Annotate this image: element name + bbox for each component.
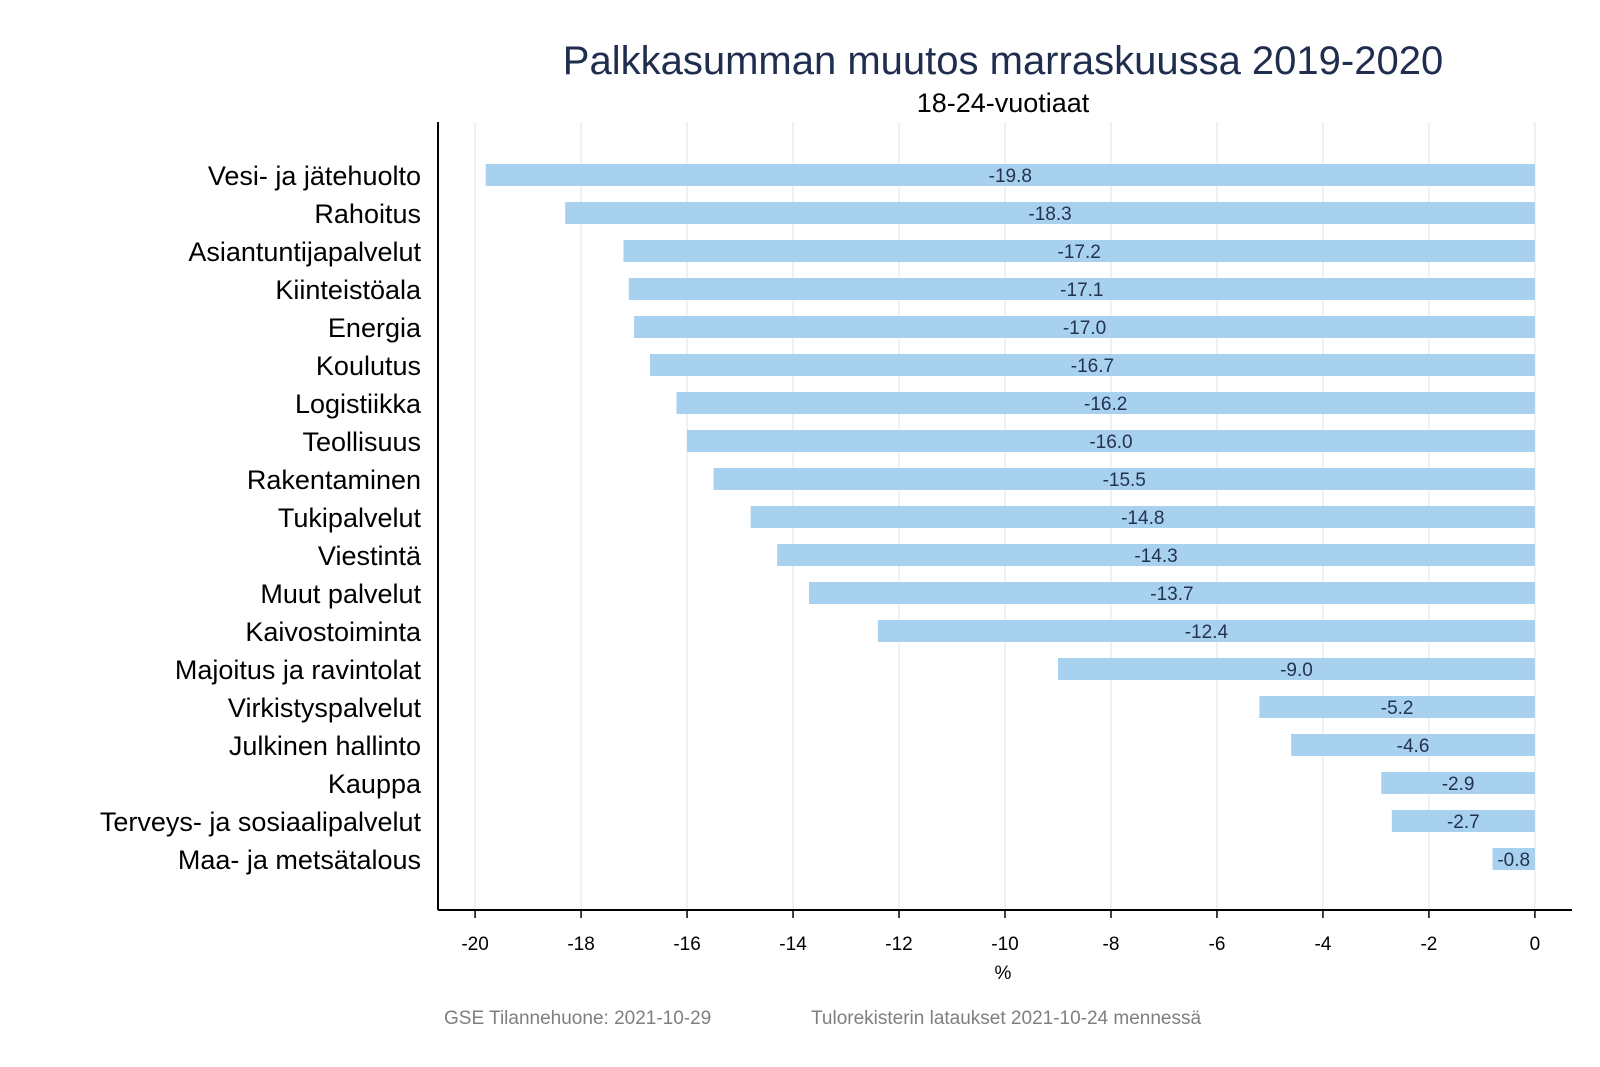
data-label: -2.9 <box>1442 774 1475 795</box>
category-labels: Vesi- ja jätehuolto Rahoitus Asiantuntijap… <box>100 161 422 875</box>
category-label: Kaivostoiminta <box>245 617 422 647</box>
data-label: -0.8 <box>1497 850 1530 871</box>
x-tick-labels: -20 -18 -16 -14 -12 -10 -8 -6 -4 -2 0 <box>461 910 1540 955</box>
data-label: -17.0 <box>1063 318 1106 339</box>
data-label: -15.5 <box>1103 470 1146 491</box>
data-label: -5.2 <box>1381 698 1414 719</box>
x-tick-label: 0 <box>1530 934 1541 955</box>
x-tick-label: -14 <box>779 934 807 955</box>
bar <box>777 544 1535 566</box>
value-labels: -19.8 -18.3 -17.2 -17.1 -17.0 -16.7 -16.2 -16.0… <box>989 166 1530 871</box>
data-label: -18.3 <box>1028 204 1071 225</box>
x-tick-label: -12 <box>885 934 912 955</box>
category-label: Viestintä <box>318 541 422 571</box>
bar <box>1057 658 1535 680</box>
category-label: Majoitus ja ravintolat <box>175 655 422 685</box>
bar <box>634 316 1535 338</box>
x-tick-label: -2 <box>1420 934 1437 955</box>
bar <box>1381 772 1535 794</box>
bar <box>623 240 1535 262</box>
data-label: -19.8 <box>989 166 1032 187</box>
footer-note: Tulorekisterin lataukset 2021-10-24 menn… <box>811 1008 1201 1029</box>
data-label: -12.4 <box>1185 622 1229 643</box>
category-label: Julkinen hallinto <box>229 731 421 761</box>
bar <box>808 582 1535 604</box>
bar <box>628 278 1535 300</box>
data-label: -14.8 <box>1121 508 1164 529</box>
category-label: Rahoitus <box>314 199 421 229</box>
category-label: Tukipalvelut <box>278 503 422 533</box>
x-tick-label: -6 <box>1209 934 1226 955</box>
chart-subtitle: 18-24-vuotiaat <box>917 88 1090 118</box>
data-label: -2.7 <box>1447 812 1480 833</box>
x-tick-label: -18 <box>567 934 594 955</box>
chart-title: Palkkasumman muutos marraskuussa 2019-20… <box>563 39 1443 83</box>
data-label: -13.7 <box>1150 584 1193 605</box>
bar <box>676 392 1535 414</box>
category-label: Vesi- ja jätehuolto <box>208 161 421 191</box>
x-tick-label: -16 <box>673 934 700 955</box>
category-label: Koulutus <box>316 351 421 381</box>
data-label: -16.2 <box>1084 394 1127 415</box>
data-label: -16.0 <box>1089 432 1132 453</box>
category-label: Asiantuntijapalvelut <box>188 237 421 267</box>
x-tick-label: -4 <box>1314 934 1331 955</box>
bar <box>1492 848 1535 870</box>
bar <box>687 430 1535 452</box>
footer-source: GSE Tilannehuone: 2021-10-29 <box>444 1008 711 1029</box>
x-tick-label: -10 <box>991 934 1018 955</box>
category-label: Teollisuus <box>302 427 421 457</box>
category-label: Kauppa <box>328 769 422 799</box>
data-label: -17.2 <box>1058 242 1101 263</box>
bar <box>713 468 1535 490</box>
bar <box>1259 696 1535 718</box>
data-label: -16.7 <box>1071 356 1114 377</box>
bar <box>750 506 1535 528</box>
bar <box>649 354 1535 376</box>
bar <box>1291 734 1535 756</box>
x-tick-label: -8 <box>1103 934 1120 955</box>
data-label: -9.0 <box>1280 660 1313 681</box>
category-label: Kiinteistöala <box>275 275 422 305</box>
bar <box>565 202 1535 224</box>
bar <box>877 620 1535 642</box>
category-label: Virkistyspalvelut <box>228 693 422 723</box>
data-label: -17.1 <box>1060 280 1103 301</box>
bar <box>1391 810 1535 832</box>
category-label: Energia <box>328 313 422 343</box>
bar <box>485 164 1535 186</box>
bars <box>485 164 1535 870</box>
data-label: -4.6 <box>1397 736 1430 757</box>
category-label: Logistiikka <box>295 389 422 419</box>
data-label: -14.3 <box>1134 546 1177 567</box>
category-label: Muut palvelut <box>260 579 421 609</box>
category-label: Rakentaminen <box>247 465 421 495</box>
x-tick-label: -20 <box>461 934 488 955</box>
x-axis-title: % <box>995 963 1012 984</box>
category-label: Maa- ja metsätalous <box>178 845 421 875</box>
category-label: Terveys- ja sosiaalipalvelut <box>100 807 422 837</box>
